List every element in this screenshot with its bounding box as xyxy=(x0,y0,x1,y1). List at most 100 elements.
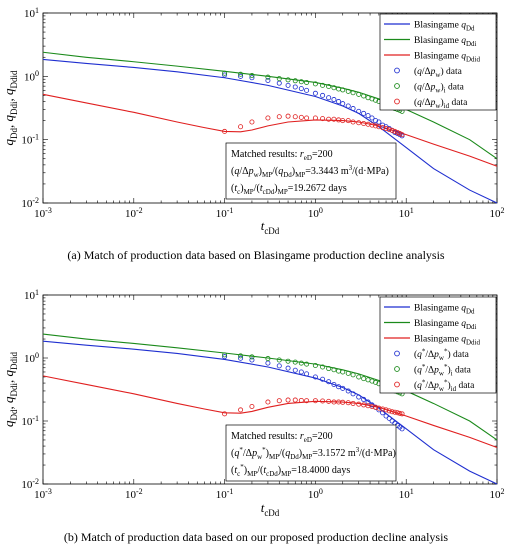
data-point xyxy=(392,409,398,415)
data-point xyxy=(386,126,392,132)
data-point xyxy=(383,407,389,413)
x-tick-label: 100 xyxy=(308,487,323,501)
data-point xyxy=(356,394,362,400)
annotation-line-3: (tc)MP/(tcDd)MP=19.2672 days xyxy=(231,183,347,196)
data-point xyxy=(292,367,298,373)
data-point xyxy=(276,363,282,369)
data-point xyxy=(265,115,271,121)
panel-caption: (a) Match of production data based on Bl… xyxy=(67,248,445,262)
plot-frame xyxy=(42,294,498,485)
data-point xyxy=(376,119,382,125)
data-point xyxy=(361,396,367,402)
legend-swatch-marker xyxy=(394,67,400,74)
legend-label-4: (q/Δpw) data xyxy=(414,66,463,79)
data-point xyxy=(373,123,379,129)
data-point xyxy=(222,354,228,360)
data-point xyxy=(265,399,271,405)
x-tick-label: 10-1 xyxy=(216,487,234,501)
data-point xyxy=(380,410,386,416)
matched-results-box: Matched results: reD=200 (q/Δpw)MP/(qDd)M… xyxy=(225,142,397,200)
y-axis-label: qDd, qDdi, qDdid xyxy=(1,70,19,146)
legend-label-1: Blasingame qDd xyxy=(414,21,475,33)
data-point xyxy=(356,91,362,97)
annotation-frame xyxy=(225,142,397,200)
data-point xyxy=(238,71,244,77)
data-point xyxy=(386,408,392,414)
data-point xyxy=(336,368,342,374)
data-layer xyxy=(42,51,498,204)
data-point xyxy=(312,90,318,96)
data-point xyxy=(345,88,351,94)
data-point xyxy=(331,381,337,387)
data-point xyxy=(222,128,228,134)
data-point xyxy=(292,359,298,365)
data-point xyxy=(399,426,405,432)
data-point xyxy=(265,77,271,83)
legend-swatch-marker xyxy=(394,98,400,105)
data-point xyxy=(326,379,332,385)
data-point xyxy=(249,354,255,360)
y-tick-label: 10-1 xyxy=(21,132,39,146)
data-point xyxy=(304,361,310,367)
data-point xyxy=(340,369,346,375)
annotation-line-2: (q/Δpw)MP/(qDd)MP=3.3443 m3/(d·MPa) xyxy=(231,164,389,179)
y-tick-label: 10-2 xyxy=(21,477,39,491)
data-point xyxy=(326,95,332,101)
data-point xyxy=(304,398,310,404)
data-point xyxy=(356,401,362,407)
data-point xyxy=(304,371,310,377)
data-point xyxy=(285,397,291,403)
series-line-2 xyxy=(42,333,498,441)
data-point xyxy=(285,365,291,371)
x-tick-label: 10-2 xyxy=(125,487,143,501)
legend-label-6: (q*/Δpw*)id data xyxy=(414,378,475,392)
data-point xyxy=(285,358,291,364)
series-line-3 xyxy=(42,93,498,167)
legend-swatch-marker xyxy=(394,366,400,372)
x-tick-label: 102 xyxy=(490,487,505,501)
data-point xyxy=(292,84,298,90)
series-markers-6 xyxy=(222,397,405,417)
data-point xyxy=(394,129,400,135)
series-line-1 xyxy=(42,340,498,485)
plot-frame xyxy=(42,12,498,204)
legend: Blasingame qDd Blasingame qDdi Blasingame … xyxy=(379,296,497,394)
data-point xyxy=(350,119,356,125)
chart-panel-a: 10-3 10-2 10-1 100 101 10210-210-1100101Match… xyxy=(1,6,505,262)
data-point xyxy=(350,106,356,112)
data-point xyxy=(331,97,337,103)
x-tick-label: 101 xyxy=(399,206,414,220)
annotation-line-1: Matched results: reD=200 xyxy=(231,149,333,162)
data-point xyxy=(336,384,342,390)
data-point xyxy=(345,118,351,124)
data-point xyxy=(320,116,326,122)
y-tick-label: 10-2 xyxy=(21,196,39,210)
data-point xyxy=(312,81,318,87)
legend-frame xyxy=(379,296,497,394)
data-point xyxy=(238,355,244,361)
data-point xyxy=(356,108,362,114)
data-point xyxy=(389,418,395,424)
data-point xyxy=(399,132,405,138)
data-point xyxy=(304,79,310,85)
y-tick-label: 101 xyxy=(24,288,39,302)
data-point xyxy=(249,357,255,363)
series-markers-6 xyxy=(222,113,405,138)
data-point xyxy=(298,397,304,403)
data-point xyxy=(238,407,244,413)
data-point xyxy=(350,372,356,378)
data-point xyxy=(298,114,304,120)
data-point xyxy=(320,398,326,404)
data-layer xyxy=(42,333,498,485)
data-point xyxy=(331,116,337,122)
data-point xyxy=(265,360,271,366)
data-point xyxy=(373,97,379,103)
data-point xyxy=(326,116,332,122)
data-point xyxy=(249,403,255,409)
legend-swatch-marker xyxy=(394,83,400,89)
data-point xyxy=(249,75,255,81)
data-point xyxy=(222,352,228,358)
data-point xyxy=(285,82,291,88)
annotation-frame xyxy=(225,424,397,482)
y-axis-label: qDd, qDdi, qDdid xyxy=(1,352,19,428)
